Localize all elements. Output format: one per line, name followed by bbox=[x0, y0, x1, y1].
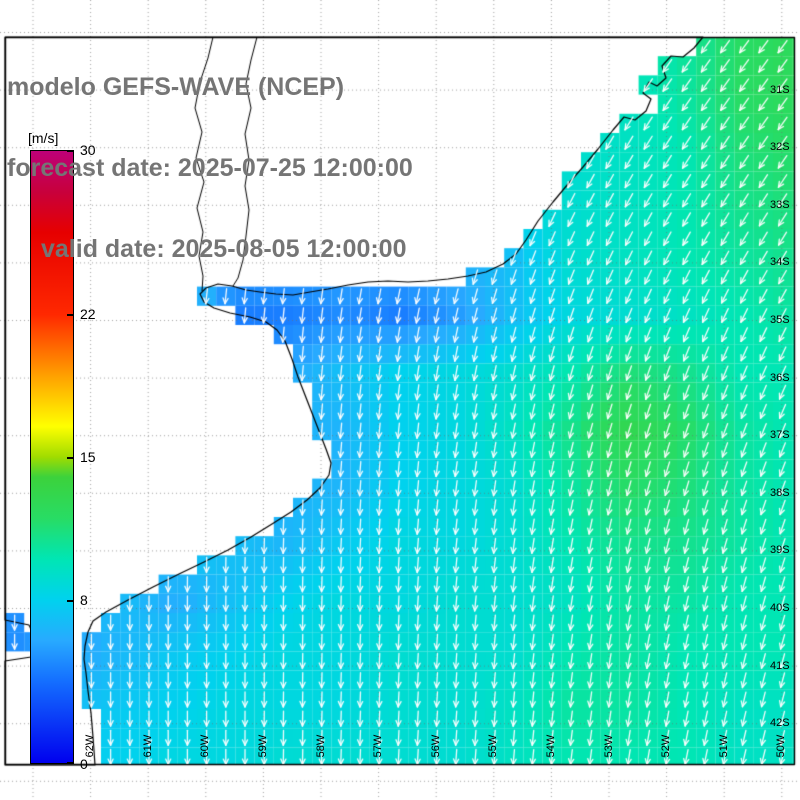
colorbar-tick-label: 30 bbox=[80, 142, 96, 158]
lon-axis-label: 59W bbox=[256, 734, 269, 758]
lat-axis-label: 40S bbox=[770, 602, 790, 614]
lon-axis-label: 57W bbox=[372, 734, 385, 758]
lon-axis-label: 60W bbox=[199, 734, 212, 758]
lon-axis-label: 50W bbox=[775, 734, 788, 758]
lat-axis-label: 34S bbox=[770, 256, 790, 269]
colorbar-gradient bbox=[31, 151, 73, 763]
colorbar-unit-label: [m/s] bbox=[28, 130, 59, 146]
lon-axis-label: 53W bbox=[602, 734, 615, 758]
colorbar-tick-mark bbox=[67, 762, 74, 764]
colorbar-tick-label: 0 bbox=[80, 756, 88, 772]
lat-axis-label: 37S bbox=[770, 429, 790, 442]
lon-axis-label: 54W bbox=[544, 734, 557, 758]
lon-axis-label: 56W bbox=[429, 734, 442, 758]
lat-axis-label: 39S bbox=[770, 544, 790, 557]
forecast-date-label: forecast date: 2025-07-25 12:00:00 bbox=[7, 154, 413, 182]
colorbar-tick-label: 22 bbox=[80, 305, 96, 322]
lon-axis-label: 62W bbox=[84, 734, 97, 758]
colorbar-tick-label: 8 bbox=[80, 592, 88, 609]
lat-axis-label: 42S bbox=[770, 717, 790, 730]
colorbar-tick-mark bbox=[67, 150, 74, 152]
valid-date-label: valid date: 2025-08-05 12:00:00 bbox=[41, 235, 407, 263]
colorbar-tick-mark bbox=[67, 600, 74, 603]
lat-axis-label: 38S bbox=[770, 486, 790, 499]
lat-axis-label: 36S bbox=[770, 371, 790, 384]
lat-axis-label: 33S bbox=[770, 198, 790, 211]
lon-axis-label: 55W bbox=[487, 734, 500, 758]
lon-axis-label: 58W bbox=[314, 734, 327, 758]
lat-axis-label: 31S bbox=[770, 83, 790, 96]
model-title: modelo GEFS-WAVE (NCEP) bbox=[7, 73, 345, 101]
colorbar-tick-mark bbox=[67, 313, 74, 316]
lon-axis-label: 51W bbox=[717, 734, 730, 758]
lat-axis-label: 32S bbox=[770, 141, 790, 154]
lon-axis-label: 61W bbox=[141, 734, 154, 758]
lon-axis-label: 52W bbox=[660, 734, 673, 758]
map-header: modelo GEFS-WAVE (NCEP) forecast date: 2… bbox=[7, 20, 413, 317]
lat-axis-label: 35S bbox=[770, 314, 790, 326]
colorbar-tick-label: 15 bbox=[80, 449, 96, 465]
lat-axis-label: 41S bbox=[770, 659, 790, 672]
colorbar bbox=[30, 150, 74, 764]
colorbar-tick-mark bbox=[67, 457, 74, 459]
